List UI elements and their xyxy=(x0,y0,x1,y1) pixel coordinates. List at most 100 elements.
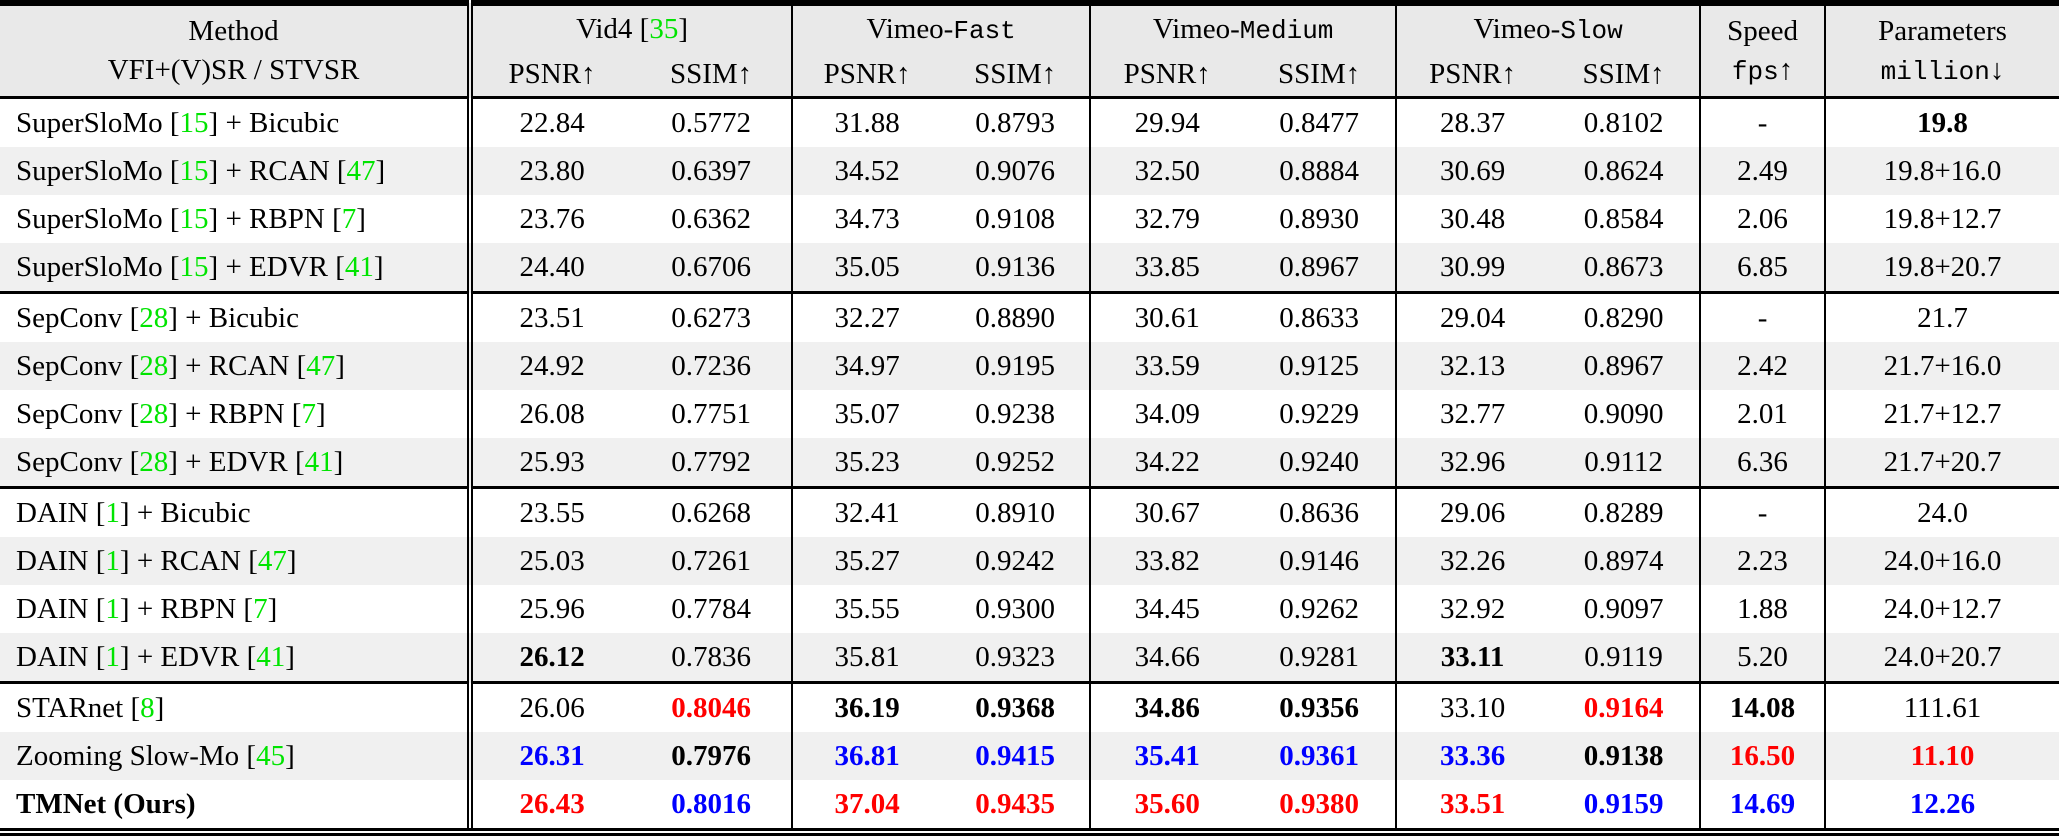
value-cell: 0.9146 xyxy=(1243,537,1397,585)
value-cell: 0.6273 xyxy=(631,291,793,342)
method-cell: STARnet [8] xyxy=(0,681,474,732)
value-cell: 5.20 xyxy=(1699,633,1826,683)
value-cell: 26.43 xyxy=(519,787,585,820)
value-cell: 33.10 xyxy=(1395,681,1549,732)
value-cell: 0.7792 xyxy=(631,438,793,488)
value-cell: 34.86 xyxy=(1089,681,1244,732)
method-text: ] + RBPN [ xyxy=(208,202,342,235)
table-row: DAIN [1] + RBPN [7] 25.96 0.7784 35.55 0.930… xyxy=(0,585,2059,633)
value-cell: 16.50 xyxy=(1699,732,1826,780)
citation-number: 28 xyxy=(139,301,169,334)
method-cell: SepConv [28] + RBPN [7] xyxy=(0,390,474,438)
value-cell: 24.0+12.7 xyxy=(1824,585,2059,633)
value-cell: 0.9125 xyxy=(1243,342,1397,390)
value-cell: 25.03 xyxy=(470,537,632,585)
method-text: ] xyxy=(315,397,326,430)
value-cell: 30.69 xyxy=(1395,147,1549,195)
value-cell: 22.84 xyxy=(519,106,585,139)
value-cell: 0.8967 xyxy=(1243,243,1397,293)
method-text: ] + RCAN [ xyxy=(119,544,258,577)
method-column-header: Method VFI+(V)SR / STVSR xyxy=(0,3,474,99)
method-header-line1: Method xyxy=(188,14,279,47)
value-cell: 35.27 xyxy=(791,537,942,585)
citation-number: 15 xyxy=(179,106,209,139)
group-header-vimeo-medium: Vimeo-Medium xyxy=(1089,3,1397,52)
subheader-ssim: SSIM↑ xyxy=(1243,52,1397,99)
value-cell: 6.85 xyxy=(1699,243,1826,293)
value-cell: 1.88 xyxy=(1699,585,1826,633)
value-cell: 34.45 xyxy=(1089,585,1244,633)
table-row: SuperSloMo [15] + Bicubic 22.84 0.5772 31.8… xyxy=(0,97,2059,147)
value-cell: 34.97 xyxy=(791,342,942,390)
citation-number: 28 xyxy=(139,397,169,430)
method-text: ] + Bicubic xyxy=(168,301,299,334)
value-cell: 19.8 xyxy=(1824,97,2059,147)
value-cell: 0.9195 xyxy=(941,342,1091,390)
value-cell: 19.8+12.7 xyxy=(1824,195,2059,243)
value-cell: 0.8584 xyxy=(1583,202,1664,235)
method-text: ] xyxy=(285,640,295,673)
value-cell: 34.73 xyxy=(791,195,942,243)
citation-number: 47 xyxy=(346,154,376,187)
value-cell: 111.61 xyxy=(1824,681,2059,732)
method-cell: SepConv [28] + EDVR [41] xyxy=(0,438,474,488)
table-row: STARnet [8] 26.06 0.8046 36.19 0.9368 34.86 0.… xyxy=(0,681,2059,732)
value-cell: 32.50 xyxy=(1089,147,1244,195)
method-text: STARnet [ xyxy=(16,691,141,724)
method-text: Zooming Slow-Mo [ xyxy=(16,739,257,772)
value-cell: 0.9380 xyxy=(1279,787,1360,820)
method-text: SepConv [ xyxy=(16,397,140,430)
value-cell: 0.8884 xyxy=(1243,147,1397,195)
value-cell: 0.8636 xyxy=(1243,486,1397,537)
method-cell: DAIN [1] + EDVR [41] xyxy=(0,633,474,683)
subheader-psnr: PSNR↑ xyxy=(470,52,632,99)
method-text: ] + RBPN [ xyxy=(119,592,254,625)
value-cell: 0.8046 xyxy=(631,681,793,732)
citation-number: 1 xyxy=(105,496,120,529)
value-cell: 24.0 xyxy=(1824,486,2059,537)
method-text: ] xyxy=(286,544,297,577)
value-cell: 35.05 xyxy=(791,243,942,293)
value-cell: 24.40 xyxy=(470,243,632,293)
value-cell: 19.8+20.7 xyxy=(1824,243,2059,293)
value-cell: 0.9361 xyxy=(1243,732,1397,780)
value-cell: 0.8289 xyxy=(1548,486,1701,537)
method-text: ] xyxy=(375,154,386,187)
method-cell: DAIN [1] + RCAN [47] xyxy=(0,537,474,585)
value-cell: 35.07 xyxy=(791,390,942,438)
table-row: SuperSloMo [15] + RBPN [7] 23.76 0.6362 34.… xyxy=(0,195,2059,243)
method-text: ] + Bicubic xyxy=(119,496,251,529)
method-text: SuperSloMo [ xyxy=(16,202,180,235)
value-cell: 0.9229 xyxy=(1279,397,1360,430)
group-header-vimeo-fast: Vimeo-Fast xyxy=(791,3,1091,52)
value-cell: 0.9119 xyxy=(1548,633,1701,683)
method-text: ] xyxy=(154,691,165,724)
value-cell: 2.01 xyxy=(1699,390,1826,438)
value-cell: 33.11 xyxy=(1395,633,1549,683)
value-cell: 0.9300 xyxy=(975,592,1056,625)
value-cell: 30.99 xyxy=(1395,243,1549,293)
value-cell: 26.12 xyxy=(470,633,632,683)
citation-number: 1 xyxy=(105,592,120,625)
subheader-ssim: SSIM↑ xyxy=(941,52,1091,99)
value-cell: 32.13 xyxy=(1395,342,1549,390)
value-cell: 0.9138 xyxy=(1548,732,1701,780)
value-cell: 0.9108 xyxy=(975,202,1056,235)
value-cell: 35.60 xyxy=(1089,780,1244,832)
value-cell: 2.23 xyxy=(1699,537,1826,585)
value-cell: 14.08 xyxy=(1699,681,1826,732)
citation-number: 1 xyxy=(105,544,120,577)
method-text: ] + EDVR [ xyxy=(168,445,305,478)
citation-number: 7 xyxy=(301,397,316,430)
value-cell: 33.36 xyxy=(1395,732,1549,780)
value-cell: 0.9112 xyxy=(1548,438,1701,488)
value-cell: 24.0+20.7 xyxy=(1824,633,2059,683)
citation-number: 35 xyxy=(649,12,679,45)
citation-number: 15 xyxy=(179,154,209,187)
table-row: Zooming Slow-Mo [45] 26.31 0.7976 36.81 0.94… xyxy=(0,732,2059,780)
method-text: DAIN [ xyxy=(16,544,106,577)
value-cell: 32.77 xyxy=(1395,390,1549,438)
value-cell: 0.9240 xyxy=(1243,438,1397,488)
method-text: SuperSloMo [ xyxy=(16,154,180,187)
